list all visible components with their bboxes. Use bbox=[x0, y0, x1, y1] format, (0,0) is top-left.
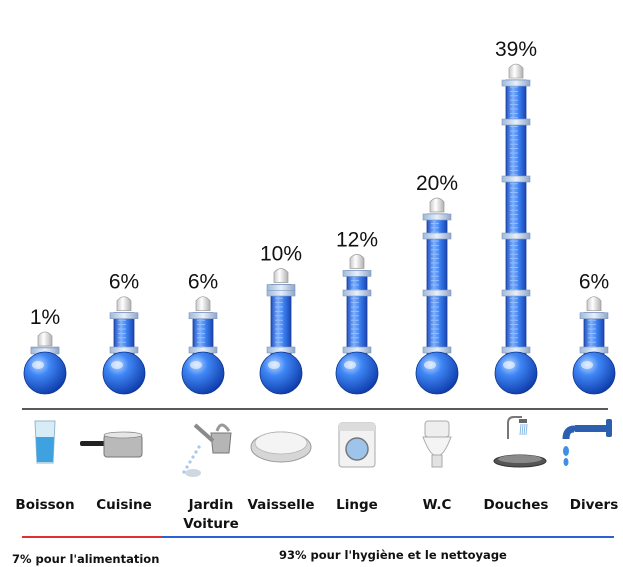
thermometer-cuisine: 6% bbox=[102, 271, 146, 395]
tube-collar bbox=[266, 284, 296, 291]
washing-machine-icon bbox=[338, 422, 376, 468]
bulb-highlight bbox=[344, 361, 356, 369]
bulb-highlight bbox=[268, 361, 280, 369]
saucepan-icon bbox=[80, 431, 143, 458]
bulb bbox=[335, 351, 379, 395]
tube-cap bbox=[349, 254, 365, 269]
value-label: 39% bbox=[495, 38, 537, 61]
plate-icon bbox=[250, 431, 312, 463]
category-label: Linge bbox=[336, 497, 378, 513]
category-icons bbox=[34, 416, 612, 477]
value-label: 12% bbox=[336, 228, 378, 251]
toilet-icon bbox=[422, 420, 452, 468]
tube-collar bbox=[188, 312, 218, 320]
bulb bbox=[572, 351, 616, 395]
tube-collar bbox=[501, 175, 531, 183]
bulb bbox=[259, 351, 303, 395]
category-label: Douches bbox=[484, 497, 549, 513]
bar-tube bbox=[346, 269, 368, 360]
tube-collar bbox=[109, 312, 139, 320]
bulb bbox=[23, 351, 67, 395]
tube-collar bbox=[422, 213, 452, 221]
shower-icon bbox=[493, 416, 547, 468]
group-label-hygiene: 93% pour l'hygiène et le nettoyage bbox=[279, 548, 507, 562]
tube-cap bbox=[37, 331, 53, 347]
tube-collar bbox=[501, 79, 531, 87]
bulb-highlight bbox=[581, 361, 593, 369]
value-label: 6% bbox=[109, 271, 139, 294]
thermometer-boisson: 1% bbox=[23, 306, 67, 395]
bulb-highlight bbox=[424, 361, 436, 369]
value-label: 6% bbox=[188, 271, 218, 294]
tube-collar bbox=[422, 232, 452, 240]
thermometer-divers: 6% bbox=[572, 271, 616, 395]
tube-cap bbox=[195, 296, 211, 312]
bulb bbox=[181, 351, 225, 395]
tube-cap bbox=[116, 296, 132, 312]
category-label: Jardin bbox=[188, 497, 234, 513]
faucet-icon bbox=[562, 419, 612, 466]
tube-collar bbox=[501, 118, 531, 126]
tube-collar bbox=[501, 289, 531, 297]
bulb-highlight bbox=[190, 361, 202, 369]
category-label: Boisson bbox=[15, 497, 74, 513]
category-label: W.C bbox=[423, 497, 452, 513]
thermometer-jardin-voiture: 6% bbox=[181, 271, 225, 395]
tube-cap bbox=[429, 197, 445, 213]
category-labels: Boisson Cuisine Jardin Voiture Vaisselle Ling… bbox=[15, 497, 618, 532]
bulb-highlight bbox=[111, 361, 123, 369]
value-label: 20% bbox=[416, 172, 458, 195]
tube-cap bbox=[273, 268, 289, 283]
category-label: Vaisselle bbox=[247, 497, 314, 513]
bulb bbox=[102, 351, 146, 395]
group-label-alimentation: 7% pour l'alimentation bbox=[12, 552, 159, 566]
thermometer-vaisselle: 10% bbox=[259, 243, 303, 395]
glass-of-water-icon bbox=[34, 420, 56, 464]
bulb bbox=[415, 351, 459, 395]
category-label: Divers bbox=[570, 497, 618, 513]
tube-collar bbox=[422, 289, 452, 297]
bulb-highlight bbox=[32, 361, 44, 369]
category-label: Cuisine bbox=[96, 497, 152, 513]
tube-cap bbox=[508, 63, 524, 79]
tube-cap bbox=[586, 296, 602, 312]
thermometer-douches: 39% bbox=[494, 38, 538, 395]
tube-collar bbox=[342, 289, 372, 297]
tube-collar bbox=[501, 232, 531, 240]
bulb-highlight bbox=[503, 361, 515, 369]
value-label: 10% bbox=[260, 243, 302, 266]
tube-collar bbox=[579, 312, 609, 320]
value-label: 6% bbox=[579, 271, 609, 294]
category-label: Voiture bbox=[183, 516, 239, 532]
tube-collar bbox=[266, 289, 296, 297]
bulb bbox=[494, 351, 538, 395]
thermometer-linge: 12% bbox=[335, 228, 379, 395]
thermometer-w-c: 20% bbox=[415, 172, 459, 395]
tube-collar bbox=[342, 270, 372, 277]
value-label: 1% bbox=[30, 306, 60, 329]
watering-can-icon bbox=[182, 423, 232, 477]
thermometer-bars: 1% 6% 6% 10% 12% 20% 39% 6% bbox=[23, 38, 616, 395]
